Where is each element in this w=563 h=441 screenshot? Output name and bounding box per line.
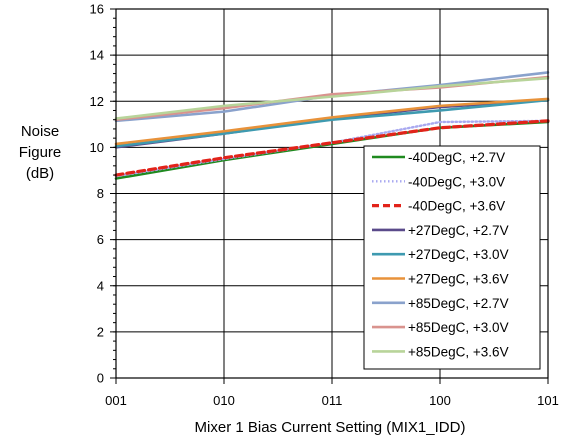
- x-tick-label: 101: [537, 393, 559, 408]
- y-axis-title: Noise Figure (dB): [19, 123, 62, 182]
- tick-labels: 001 010 011 100 101 0 2 4 6 8 10 12 14 16: [90, 2, 559, 409]
- legend-label-5: +27DegC, +3.0V: [408, 247, 509, 262]
- x-tick-label: 100: [429, 393, 451, 408]
- legend-label-2: -40DegC, +3.0V: [408, 174, 505, 189]
- y-tick-label: 6: [97, 232, 104, 247]
- legend-label-3: -40DegC, +3.6V: [408, 199, 505, 214]
- y-axis-title-line-1: Noise: [21, 123, 59, 140]
- y-tick-label: 10: [90, 140, 104, 155]
- y-tick-label: 4: [97, 278, 104, 293]
- legend-label-7: +85DegC, +2.7V: [408, 296, 509, 311]
- x-tick-label: 010: [213, 393, 235, 408]
- legend-label-1: -40DegC, +2.7V: [408, 150, 505, 165]
- plot-area-border: [115, 8, 549, 379]
- series-line-9: [114, 76, 550, 120]
- axes: [110, 8, 549, 384]
- y-tick-label: 16: [90, 2, 104, 17]
- x-tick-label: 011: [322, 393, 343, 408]
- series-layer: [114, 71, 550, 180]
- y-tick-label: 14: [90, 48, 104, 63]
- legend-label-6: +27DegC, +3.6V: [408, 272, 509, 287]
- legend-box: [363, 145, 541, 370]
- y-tick-label: 0: [97, 371, 104, 386]
- legend-label-8: +85DegC, +3.0V: [408, 320, 509, 335]
- y-tick-label: 2: [97, 324, 104, 339]
- y-axis-title-line-3: (dB): [26, 165, 54, 182]
- x-tick-label: 001: [105, 393, 127, 408]
- series-line-5: [114, 98, 550, 148]
- x-axis-title: Mixer 1 Bias Current Setting (MIX1_IDD): [195, 419, 466, 436]
- legend-label-9: +85DegC, +3.6V: [408, 344, 509, 359]
- legend-label-4: +27DegC, +2.7V: [408, 223, 509, 238]
- y-tick-label: 12: [90, 94, 104, 109]
- y-axis-title-line-2: Figure: [19, 144, 62, 161]
- y-tick-label: 8: [97, 186, 104, 201]
- series-line-6: [114, 97, 550, 146]
- series-line-3: [114, 119, 550, 177]
- legend: -40DegC, +2.7V -40DegC, +3.0V -40DegC, +3.…: [363, 145, 541, 370]
